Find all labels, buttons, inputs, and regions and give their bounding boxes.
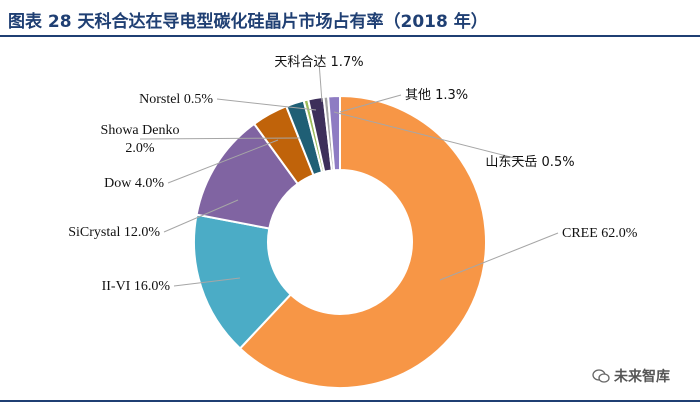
slice-cree (238, 94, 487, 389)
leader-line (173, 277, 241, 287)
data-label-dow: Dow 4.0% (104, 176, 164, 191)
leader-line (339, 94, 402, 113)
data-label-sicrystal: SiCrystal 12.0% (68, 225, 160, 240)
data-label-山东天岳: 山东天岳 0.5% (485, 155, 574, 170)
wechat-icon (592, 369, 610, 383)
data-label-cree: CREE 62.0% (562, 226, 638, 241)
data-label-天科合达: 天科合达 1.7% (274, 55, 363, 70)
leader-line (163, 199, 239, 233)
leader-line (439, 232, 559, 281)
top-rule (0, 35, 700, 37)
leader-line (318, 61, 323, 103)
leader-line (333, 111, 531, 163)
leader-line (139, 137, 301, 140)
leader-line (167, 139, 279, 184)
data-label-showa-denko: Showa Denko 2.0% (101, 123, 180, 156)
leader-line (216, 98, 317, 111)
watermark: 未来智库 (592, 366, 670, 386)
chart-title: 图表 28 天科合达在导电型碳化硅晶片市场占有率（2018 年） (8, 12, 488, 32)
data-label-ii-vi: II-VI 16.0% (102, 279, 171, 294)
data-label-norstel: Norstel 0.5% (139, 92, 213, 107)
bottom-rule (0, 400, 700, 402)
data-label-其他: 其他 1.3% (405, 88, 468, 103)
watermark-text: 未来智库 (614, 369, 670, 385)
slice-其他 (327, 94, 341, 172)
